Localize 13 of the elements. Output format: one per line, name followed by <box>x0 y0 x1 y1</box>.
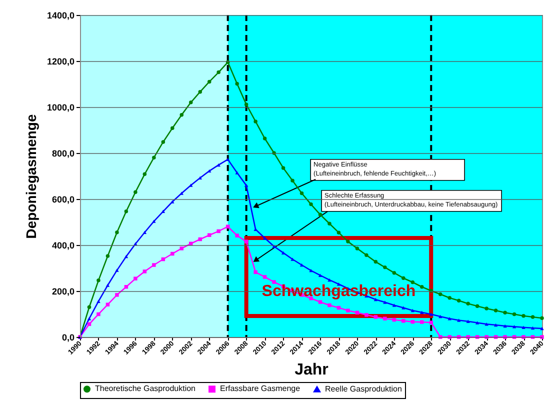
legend-label: Reelle Gasproduktion <box>325 384 402 394</box>
y-tick-label: 600,0 <box>52 194 74 204</box>
legend-label: Theoretische Gasproduktion <box>95 384 196 394</box>
y-tick-label: 400,0 <box>52 240 74 250</box>
y-tick-label: 800,0 <box>52 148 74 158</box>
y-tick-label: 0,0 <box>62 332 74 342</box>
y-tick-label: 1000,0 <box>46 102 74 112</box>
y-tick-label: 1400,0 <box>46 10 74 20</box>
y-tick-label: 200,0 <box>52 286 74 296</box>
legend-label: Erfassbare Gasmenge <box>220 384 301 394</box>
y-tick-label: 1200,0 <box>46 56 74 66</box>
y-axis-title: Deponiegasmenge <box>22 114 39 239</box>
x-axis-title: Jahr <box>294 362 328 379</box>
